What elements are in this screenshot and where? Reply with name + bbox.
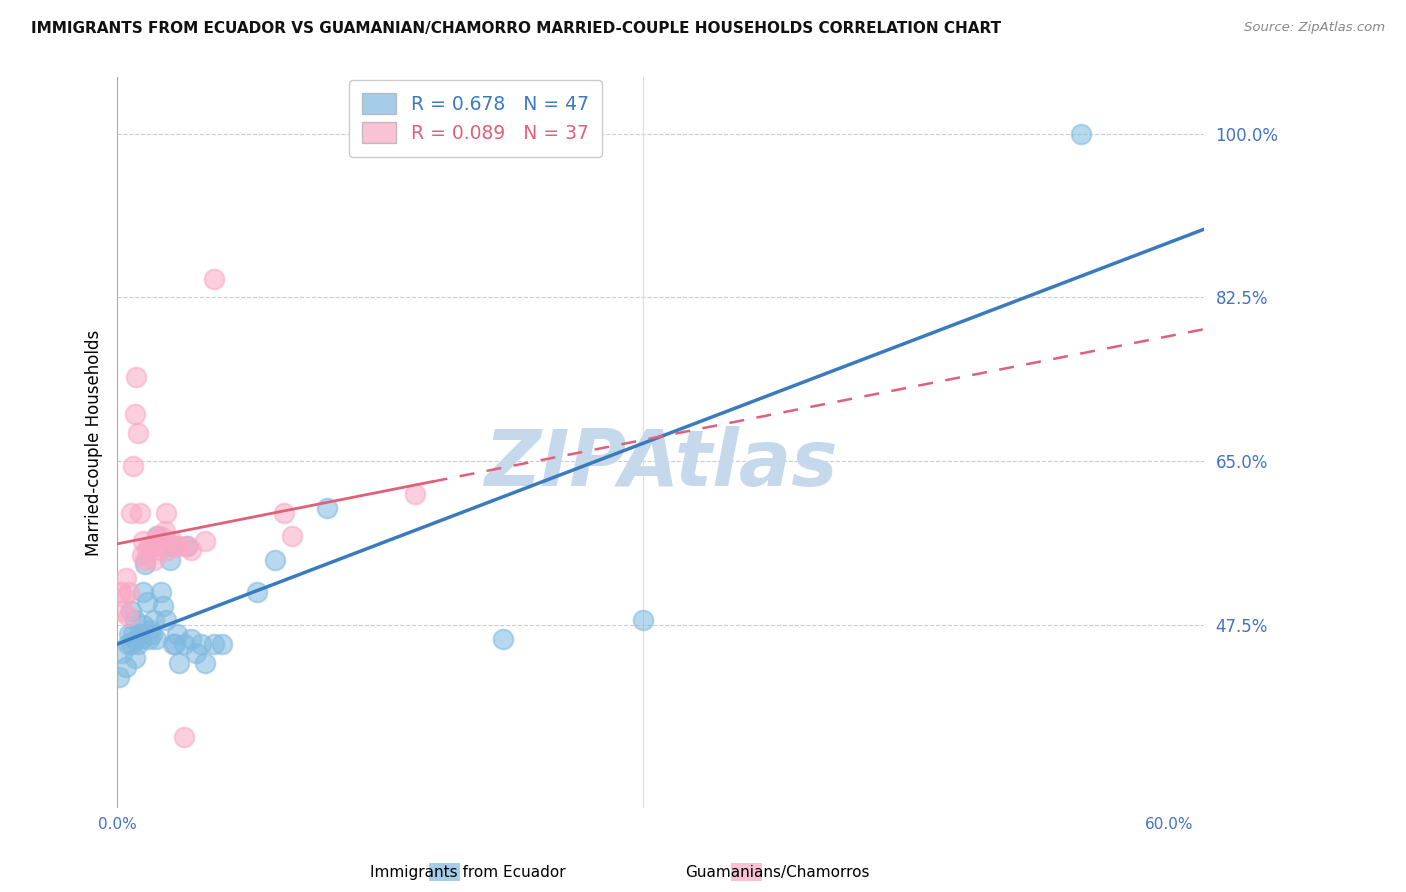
Point [180,543,202,558]
Point [180,632,202,647]
Point [124,614,146,628]
Point [131,548,153,562]
Point [404,487,426,501]
Point [1070,127,1092,141]
Point [110,585,132,599]
Text: IMMIGRANTS FROM ECUADOR VS GUAMANIAN/CHAMORRO MARRIED-COUPLE HOUSEHOLDS CORRELAT: IMMIGRANTS FROM ECUADOR VS GUAMANIAN/CHA… [31,21,1001,37]
Point [124,408,146,422]
Point [145,632,167,647]
Point [117,608,139,623]
Point [115,660,138,674]
Point [173,637,195,651]
Point [162,637,184,651]
Point [150,585,173,599]
Y-axis label: Married-couple Households: Married-couple Households [86,329,103,556]
Point [246,585,269,599]
Point [176,539,198,553]
Point [156,543,179,558]
Point [122,627,145,641]
Point [125,370,148,384]
Point [194,656,217,670]
Point [273,506,295,520]
Point [127,637,149,651]
Point [167,539,190,553]
Point [159,552,181,566]
Point [118,627,141,641]
Point [120,506,142,520]
Point [163,637,186,651]
Point [120,637,142,651]
Point [316,501,339,516]
Point [176,539,198,553]
Point [184,646,207,660]
Point [160,533,183,548]
Point [129,627,152,641]
Point [631,614,654,628]
Point [111,646,134,660]
Point [167,656,190,670]
Point [150,529,173,543]
Point [141,627,163,641]
Point [124,651,146,665]
Legend: R = 0.678   N = 47, R = 0.089   N = 37: R = 0.678 N = 47, R = 0.089 N = 37 [349,79,602,157]
Point [117,637,139,651]
Point [122,458,145,473]
Point [143,552,166,566]
Text: ZIPAtlas: ZIPAtlas [484,426,837,502]
Point [132,533,155,548]
Point [281,529,304,543]
Text: Guamanians/Chamorros: Guamanians/Chamorros [685,865,870,880]
Point [211,637,233,651]
Point [146,529,169,543]
Point [138,632,160,647]
Point [112,590,135,604]
Point [131,632,153,647]
Point [153,524,176,539]
Point [202,271,225,285]
Point [166,627,188,641]
Point [155,506,177,520]
Point [155,614,177,628]
Point [111,604,134,618]
Point [127,426,149,441]
Point [136,595,159,609]
Point [492,632,515,647]
Point [173,731,195,745]
Point [134,558,156,572]
Point [108,670,131,684]
Point [139,623,162,637]
Point [143,614,166,628]
Point [202,637,225,651]
Point [141,539,163,553]
Point [194,533,217,548]
Point [152,599,174,614]
Point [129,506,152,520]
Point [138,539,160,553]
Point [148,543,170,558]
Point [132,618,155,632]
Point [145,539,167,553]
Point [136,543,159,558]
Point [163,539,186,553]
Point [115,571,138,585]
Point [190,637,212,651]
Point [134,552,156,566]
Point [160,539,183,553]
Point [264,552,287,566]
Point [120,604,142,618]
Text: Immigrants from Ecuador: Immigrants from Ecuador [370,865,567,880]
Text: Source: ZipAtlas.com: Source: ZipAtlas.com [1244,21,1385,35]
Point [146,529,169,543]
Point [125,632,148,647]
Point [118,585,141,599]
Point [132,585,155,599]
